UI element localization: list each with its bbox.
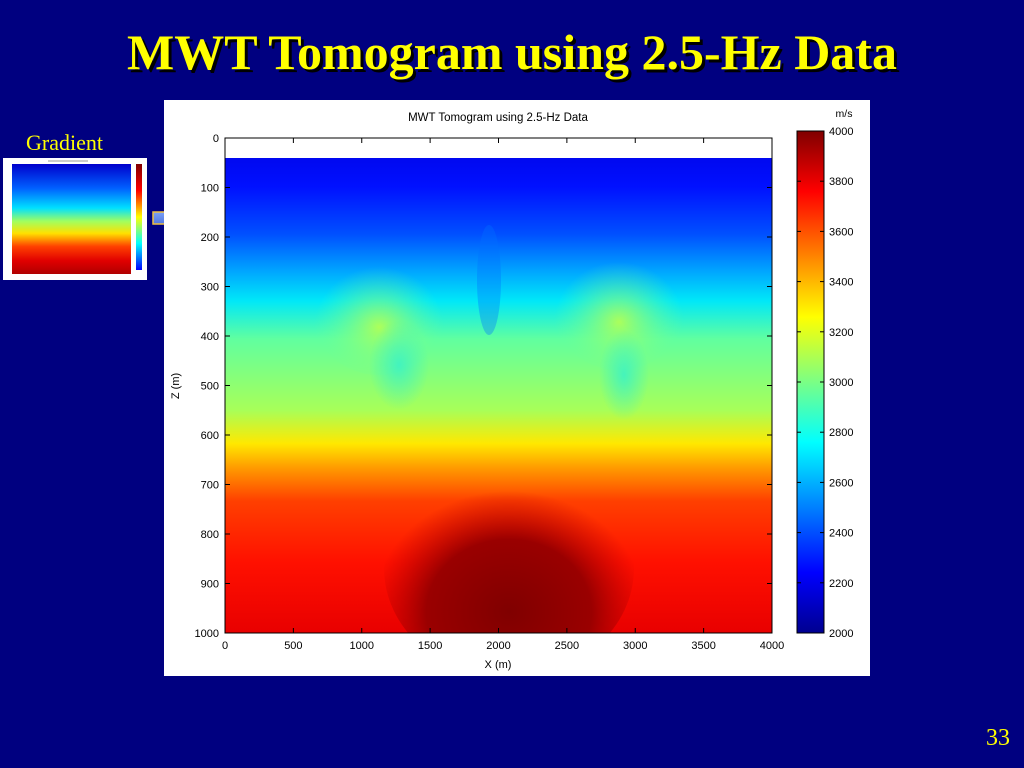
thumbnail-title (48, 160, 88, 162)
colorbar-ticks: 4000 3800 3600 3400 3200 3000 2800 2600 2400 2200… (797, 126, 853, 640)
y-tick-label: 700 (201, 480, 219, 492)
y-tick-label: 600 (201, 430, 219, 442)
colorbar-unit: m/s (836, 108, 853, 120)
y-tick-label: 800 (201, 529, 219, 541)
colorbar-tick-label: 3200 (829, 327, 853, 339)
colorbar-tick-label: 2800 (829, 427, 853, 439)
y-tick-label: 0 (213, 133, 219, 145)
x-tick-label: 2500 (555, 640, 579, 652)
chart-title: MWT Tomogram using 2.5-Hz Data (408, 112, 588, 124)
thumbnail-colorbar (136, 164, 142, 270)
tomogram-chart: MWT Tomogram using 2.5-Hz Data 0 500 1000 1… (170, 108, 853, 671)
colorbar-tick-label: 3800 (829, 176, 853, 188)
colorbar-tick-label: 2400 (829, 528, 853, 540)
y-axis-label: Z (m) (170, 373, 182, 399)
slide-title: MWT Tomogram using 2.5-Hz Data (127, 24, 897, 80)
gradient-label: Gradient (26, 130, 103, 155)
y-tick-label: 200 (201, 232, 219, 244)
y-tick-label: 300 (201, 282, 219, 294)
y-tick-label: 500 (201, 381, 219, 393)
page-number: 33 (986, 725, 1010, 751)
x-tick-label: 500 (284, 640, 302, 652)
x-tick-label: 4000 (760, 640, 784, 652)
colorbar-tick-label: 3400 (829, 277, 853, 289)
y-axis-ticks: 0 100 200 300 400 500 600 700 800 900 1000 (195, 133, 772, 640)
x-tick-label: 3000 (623, 640, 647, 652)
gradient-thumbnail (3, 158, 147, 280)
tomogram-figure: MWT Tomogram using 2.5-Hz Data 0 500 1000 1… (164, 100, 870, 676)
heatmap-field (225, 138, 772, 633)
x-tick-label: 0 (222, 640, 228, 652)
x-axis-ticks: 0 500 1000 1500 2000 2500 3000 3500 4000 (222, 138, 784, 652)
x-axis-label: X (m) (485, 659, 512, 671)
x-tick-label: 1000 (350, 640, 374, 652)
colorbar-tick-label: 3600 (829, 226, 853, 238)
colorbar-tick-label: 3000 (829, 377, 853, 389)
y-tick-label: 1000 (195, 628, 219, 640)
colorbar-tick-label: 4000 (829, 126, 853, 138)
colorbar-tick-label: 2600 (829, 477, 853, 489)
colorbar-tick-label: 2000 (829, 628, 853, 640)
x-tick-label: 1500 (418, 640, 442, 652)
thumbnail-heatmap (12, 164, 131, 274)
y-tick-label: 900 (201, 579, 219, 591)
colorbar-tick-label: 2200 (829, 578, 853, 590)
colorbar (796, 130, 825, 634)
x-tick-label: 2000 (486, 640, 510, 652)
x-tick-label: 3500 (691, 640, 715, 652)
y-tick-label: 400 (201, 331, 219, 343)
y-tick-label: 100 (201, 183, 219, 195)
